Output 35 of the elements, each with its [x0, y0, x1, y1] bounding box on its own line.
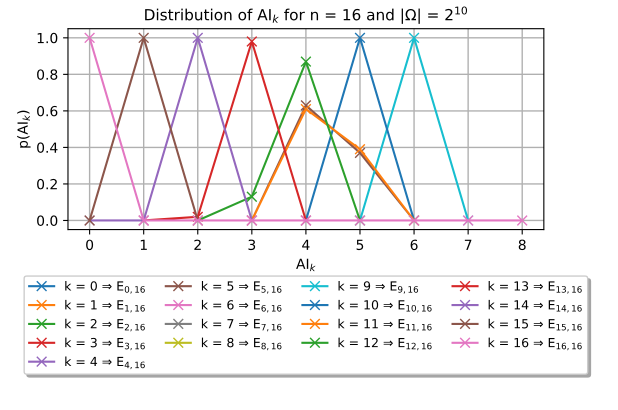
legend-label: k = 11 ⇒ E$_{11,16}$	[338, 318, 432, 332]
legend-label: k = 8 ⇒ E$_{8,16}$	[202, 338, 282, 350]
legend-label: k = 10 ⇒ E$_{10,16}$	[338, 300, 432, 312]
legend-label: k = 15 ⇒ E$_{15,16}$	[488, 318, 582, 332]
x-tick-label: 7	[464, 240, 472, 250]
legend-label: k = 12 ⇒ E$_{12,16}$	[338, 338, 432, 350]
legend-label: k = 2 ⇒ E$_{2,16}$	[65, 318, 145, 332]
x-tick-label: 4	[302, 240, 310, 250]
legend-label: k = 0 ⇒ E$_{0,16}$	[65, 281, 145, 294]
x-tick-label: 8	[518, 240, 526, 250]
x-tick-label: 6	[410, 240, 418, 250]
y-tick-label: 0.6	[37, 106, 58, 116]
y-tick-label: 0.4	[37, 142, 58, 153]
x-tick-label: 3	[248, 240, 256, 250]
x-tick-label: 1	[140, 240, 147, 250]
x-axis-title: AI$_{k}$	[296, 258, 316, 272]
x-tick-label: 5	[356, 240, 364, 250]
x-tick-label: 0	[86, 240, 94, 250]
chart-title: Distribution of AI$_{k}$ for n = 16 and |Ω| = 2$^{10}$	[145, 6, 468, 24]
legend-label: k = 6 ⇒ E$_{6,16}$	[202, 300, 282, 312]
y-tick-label: 0.2	[37, 178, 57, 190]
y-tick-label: 0.8	[37, 69, 58, 80]
legend-label: k = 16 ⇒ E$_{16,16}$	[488, 338, 582, 350]
legend-label: k = 4 ⇒ E$_{4,16}$	[65, 356, 145, 370]
y-tick-label: 1.0	[38, 32, 58, 44]
y-tick-label: 0.0	[37, 215, 58, 226]
x-tick-label: 2	[194, 240, 201, 250]
legend-label: k = 3 ⇒ E$_{3,16}$	[65, 338, 145, 350]
legend-label: k = 7 ⇒ E$_{7,16}$	[202, 318, 282, 332]
legend-label: k = 13 ⇒ E$_{13,16}$	[488, 281, 582, 294]
legend-label: k = 5 ⇒ E$_{5,16}$	[202, 281, 282, 294]
legend-label: k = 14 ⇒ E$_{14,16}$	[488, 300, 582, 312]
legend-label: k = 9 ⇒ E$_{9,16}$	[338, 281, 418, 294]
y-axis-title: p(AI$_{k}$)	[17, 110, 31, 148]
legend-label: k = 1 ⇒ E$_{1,16}$	[65, 300, 145, 312]
